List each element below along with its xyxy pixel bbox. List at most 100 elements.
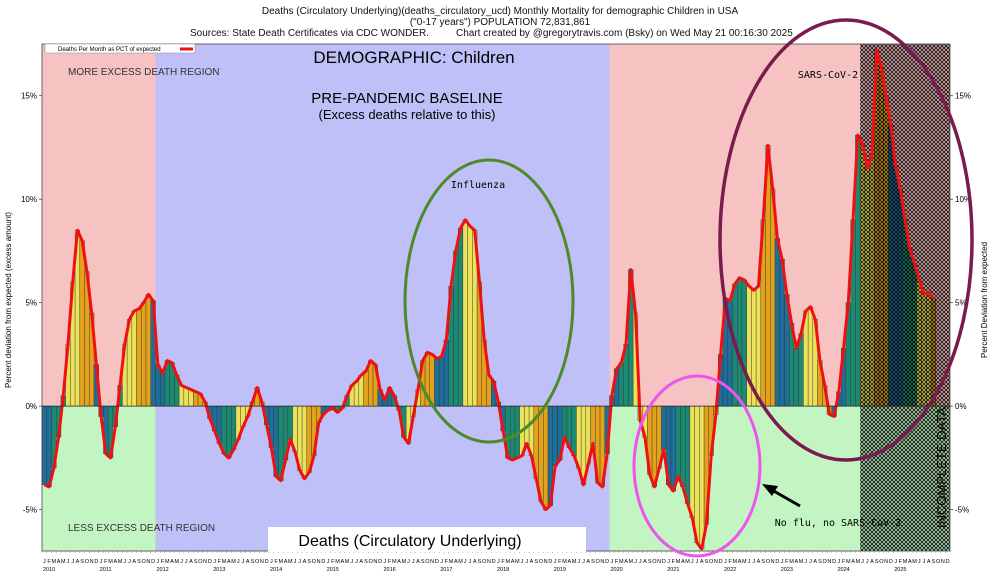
x-tick-label: J: [866, 559, 869, 565]
x-tick-label: A: [511, 559, 515, 565]
bar: [79, 240, 85, 407]
x-tick-label: J: [634, 559, 637, 565]
x-tick-label: O: [596, 559, 601, 565]
y-tick-label: 5%: [25, 299, 37, 308]
y-axis-label: Percent deviation from expected (excess …: [4, 212, 13, 388]
x-tick-label: F: [728, 559, 732, 565]
bar: [363, 370, 369, 407]
y-tick-label-right: 5%: [955, 299, 967, 308]
x-tick-label: M: [572, 559, 577, 565]
x-tick-label: J: [525, 559, 528, 565]
x-year-label: 2012: [157, 567, 169, 573]
x-tick-label: S: [534, 559, 538, 565]
bar: [141, 302, 147, 407]
x-tick-label: J: [123, 559, 126, 565]
x-tick-label: M: [733, 559, 738, 565]
x-tick-label: J: [156, 559, 159, 565]
x-tick-label: S: [194, 559, 198, 565]
x-tick-label: J: [43, 559, 46, 565]
x-tick-label: F: [445, 559, 449, 565]
x-year-label: 2017: [440, 567, 452, 573]
x-tick-label: A: [189, 559, 193, 565]
x-tick-label: J: [781, 559, 784, 565]
x-tick-label: F: [161, 559, 165, 565]
x-tick-label: J: [691, 559, 694, 565]
x-tick-label: J: [554, 559, 557, 565]
x-tick-label: N: [487, 559, 491, 565]
x-tick-label: A: [284, 559, 288, 565]
x-tick-label: D: [662, 559, 666, 565]
x-tick-label: N: [90, 559, 94, 565]
x-tick-label: J: [270, 559, 273, 565]
x-tick-label: O: [652, 559, 657, 565]
x-year-label: 2013: [213, 567, 225, 573]
x-tick-label: M: [52, 559, 57, 565]
x-tick-label: A: [246, 559, 250, 565]
x-tick-label: A: [851, 559, 855, 565]
bar: [155, 364, 161, 407]
bar: [353, 381, 360, 407]
x-tick-label: S: [80, 559, 84, 565]
x-tick-label: S: [761, 559, 765, 565]
x-tick-label: J: [748, 559, 751, 565]
x-tick-label: N: [430, 559, 434, 565]
x-tick-label: S: [818, 559, 822, 565]
x-tick-label: D: [832, 559, 836, 565]
y-tick-label-right: 10%: [955, 195, 971, 204]
x-tick-label: D: [265, 559, 269, 565]
x-tick-label: J: [639, 559, 642, 565]
x-tick-label: J: [582, 559, 585, 565]
x-tick-label: J: [469, 559, 472, 565]
x-tick-label: N: [260, 559, 264, 565]
x-tick-label: J: [804, 559, 807, 565]
x-year-label: 2023: [781, 567, 793, 573]
bar: [160, 372, 166, 407]
x-tick-label: A: [132, 559, 136, 565]
x-tick-label: A: [738, 559, 742, 565]
arrow-icon: [762, 484, 801, 508]
x-tick-label: J: [327, 559, 330, 565]
x-year-label: 2019: [554, 567, 566, 573]
x-tick-label: M: [345, 559, 350, 565]
no-flu-ellipse: [632, 374, 762, 558]
x-tick-label: M: [903, 559, 908, 565]
x-tick-label: O: [198, 559, 203, 565]
x-tick-label: J: [809, 559, 812, 565]
bar: [562, 405, 568, 438]
background-regions: [42, 44, 950, 551]
bar: [486, 374, 492, 407]
x-tick-label: A: [303, 559, 307, 565]
x-tick-label: J: [521, 559, 524, 565]
x-tick-label: A: [57, 559, 61, 565]
x-tick-label: D: [719, 559, 723, 565]
x-tick-label: M: [174, 559, 179, 565]
x-year-label: 2024: [838, 567, 850, 573]
bar: [287, 405, 293, 440]
y-tick-label-right: 0%: [955, 402, 967, 411]
x-tick-label: A: [586, 559, 590, 565]
x-tick-label: A: [870, 559, 874, 565]
x-tick-label: O: [482, 559, 487, 565]
x-tick-label: O: [142, 559, 147, 565]
bar: [670, 405, 676, 492]
x-tick-label: J: [412, 559, 415, 565]
x-tick-label: J: [294, 559, 297, 565]
x-tick-label: J: [71, 559, 74, 565]
y-tick-label: 0%: [25, 402, 37, 411]
y-tick-label: 15%: [21, 92, 37, 101]
x-tick-label: N: [146, 559, 150, 565]
x-tick-label: O: [936, 559, 941, 565]
legend: Deaths Per Month as PCT of expected: [44, 43, 196, 54]
x-tick-label: J: [918, 559, 921, 565]
x-tick-label: S: [478, 559, 482, 565]
x-tick-label: M: [676, 559, 681, 565]
x-tick-label: O: [85, 559, 90, 565]
x-tick-label: S: [932, 559, 936, 565]
x-tick-label: N: [714, 559, 718, 565]
x-tick-label: A: [113, 559, 117, 565]
x-tick-label: D: [889, 559, 893, 565]
chart-title: Deaths (Circulatory Underlying)(deaths_c…: [261, 6, 739, 17]
x-tick-label: D: [775, 559, 779, 565]
no-flu-label: No flu, no SARS-CoV-2: [775, 518, 901, 529]
series-line: [43, 48, 935, 551]
